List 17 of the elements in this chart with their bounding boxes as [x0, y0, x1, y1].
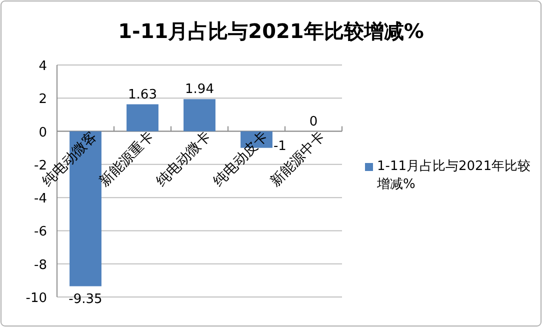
y-tick-label: -4 — [34, 192, 47, 207]
bar — [126, 104, 158, 132]
y-tick-label: -10 — [26, 291, 47, 306]
data-label: 0 — [309, 114, 318, 130]
chart-title: 1-11月占比与2021年比较增减% — [118, 19, 424, 43]
data-label: -9.35 — [68, 292, 102, 308]
y-tick-label: 4 — [38, 59, 47, 74]
bar — [184, 99, 216, 132]
y-tick-label: 2 — [38, 92, 47, 108]
y-tick-label: -2 — [34, 158, 47, 174]
y-tick-label: -6 — [34, 224, 47, 240]
data-label: -1 — [273, 138, 286, 154]
legend-label: 1-11月占比与2021年比较增减% — [377, 158, 532, 194]
data-label: 1.63 — [128, 87, 157, 102]
data-label: 1.94 — [185, 82, 214, 98]
y-tick-label: 0 — [38, 125, 47, 140]
y-tick-label: -8 — [34, 258, 47, 273]
